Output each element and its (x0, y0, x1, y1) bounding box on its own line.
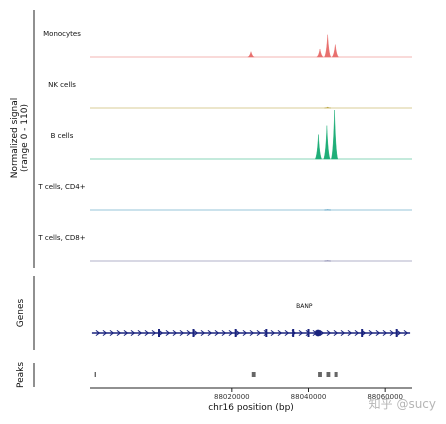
peaks-track (94, 372, 338, 377)
strand-arrow (340, 329, 346, 337)
track-monocytes: Monocytes (43, 30, 412, 58)
strand-arrow (347, 329, 353, 337)
strand-arrow (95, 329, 101, 337)
gene-exon (265, 329, 268, 337)
strand-arrow (389, 329, 395, 337)
signal-peak (316, 48, 324, 58)
track-label: T cells, CD8+ (37, 234, 85, 242)
strand-arrow (396, 329, 402, 337)
track-label: NK cells (48, 81, 76, 89)
strand-arrow (144, 329, 150, 337)
strand-arrow (298, 329, 304, 337)
strand-arrow (207, 329, 213, 337)
x-axis-title: chr16 position (bp) (208, 403, 294, 413)
strand-arrow (186, 329, 192, 337)
gene-exon (234, 329, 237, 337)
strand-arrow (158, 329, 164, 337)
track-label: T cells, CD4+ (37, 183, 85, 191)
strand-arrow (221, 329, 227, 337)
peak-region (326, 372, 331, 377)
gene-exon (314, 329, 322, 337)
strand-arrow (193, 329, 199, 337)
signal-peak (247, 51, 255, 58)
peak-region (318, 372, 322, 377)
signal-peak (324, 34, 332, 58)
strand-arrow (165, 329, 171, 337)
strand-arrow (403, 329, 409, 337)
strand-arrow (102, 329, 108, 337)
x-tick-label: 88060000 (367, 393, 403, 401)
signal-axis-title-line2: (range 0 - 110) (20, 104, 30, 172)
strand-arrow (333, 329, 339, 337)
signal-peak (331, 44, 340, 58)
strand-arrow (200, 329, 206, 337)
strand-arrow (375, 329, 381, 337)
track-label: B cells (51, 132, 74, 140)
track-label: Monocytes (43, 30, 81, 38)
strand-arrow (249, 329, 255, 337)
strand-arrow (116, 329, 122, 337)
strand-arrow (242, 329, 248, 337)
track-nk-cells: NK cells (48, 81, 412, 109)
strand-arrow (263, 329, 269, 337)
strand-arrow (354, 329, 360, 337)
gene-exon (307, 329, 310, 337)
strand-arrow (130, 329, 136, 337)
signal-axis-title-line1: Normalized signal (10, 98, 20, 179)
gene-track: BANP (91, 303, 411, 337)
signal-peak (323, 125, 331, 160)
track-b-cells: B cells (51, 109, 412, 160)
x-axis-ticks: 88020000 88040000 88060000 (214, 388, 403, 401)
strand-arrow (319, 329, 325, 337)
signal-peak (324, 106, 331, 109)
signal-peak (331, 109, 339, 160)
peak-region (251, 372, 256, 377)
strand-arrow (123, 329, 129, 337)
strand-arrow (214, 329, 220, 337)
genes-axis-title: Genes (16, 298, 26, 327)
peaks-axis-title: Peaks (16, 362, 26, 388)
gene-label: BANP (296, 303, 313, 310)
signal-peak (314, 134, 323, 160)
signal-tracks: Monocytes NK cells B cells T cells, CD4+ T c… (37, 30, 412, 262)
gene-exon (192, 329, 195, 337)
strand-arrow (284, 329, 290, 337)
x-tick-label: 88020000 (214, 393, 250, 401)
strand-arrow (326, 329, 332, 337)
strand-arrow (137, 329, 143, 337)
x-tick-label: 88040000 (291, 393, 327, 401)
track-t-cells-cd4-: T cells, CD4+ (37, 183, 412, 211)
gene-exon (395, 329, 398, 337)
gene-exon (158, 329, 160, 337)
strand-arrow (368, 329, 374, 337)
gene-exon (361, 329, 364, 337)
strand-arrow (172, 329, 178, 337)
strand-arrow (228, 329, 234, 337)
strand-arrow (382, 329, 388, 337)
strand-arrow (235, 329, 241, 337)
strand-arrow (151, 329, 157, 337)
track-t-cells-cd8-: T cells, CD8+ (37, 234, 412, 262)
peak-region (334, 372, 338, 377)
peak-region (94, 372, 96, 377)
strand-arrow (277, 329, 283, 337)
strand-arrow (109, 329, 115, 337)
strand-arrow (179, 329, 185, 337)
gene-exon (292, 329, 295, 337)
watermark: 知乎 @sucy (368, 397, 436, 411)
strand-arrow (270, 329, 276, 337)
strand-arrow (256, 329, 262, 337)
